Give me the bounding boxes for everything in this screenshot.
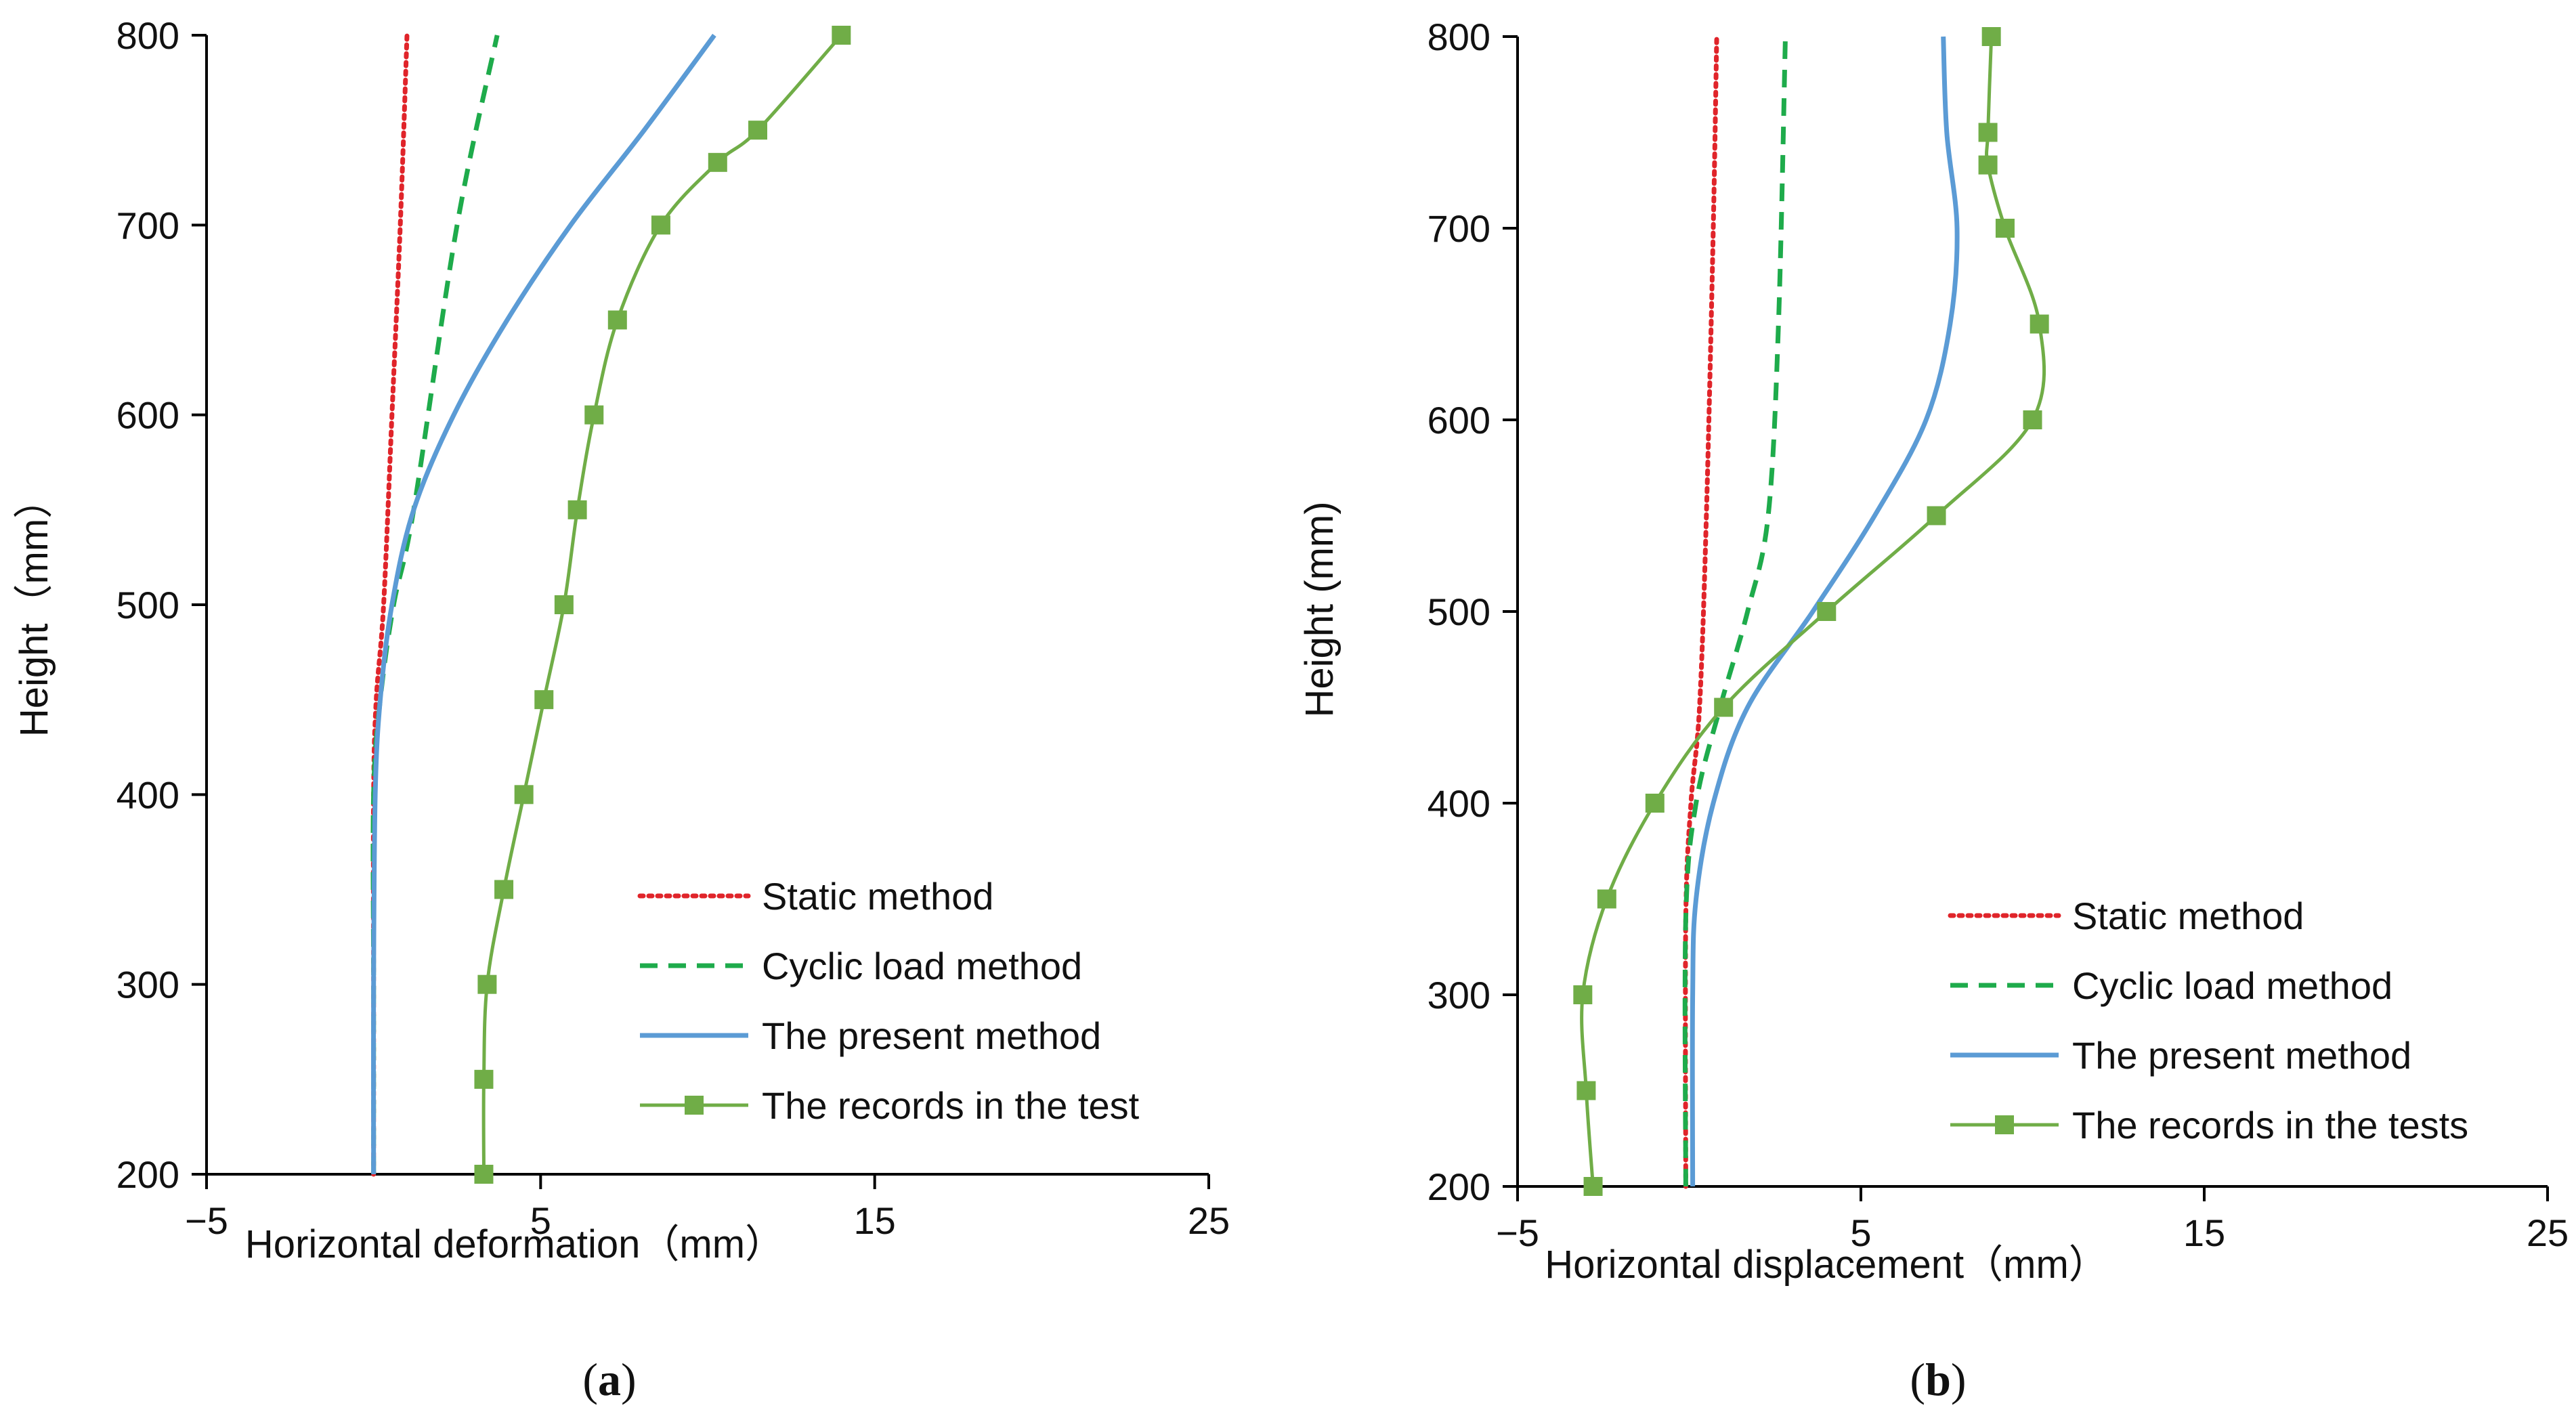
data-point-b bbox=[2023, 410, 2042, 429]
legend-item-a-2: Cyclic load method bbox=[640, 945, 1082, 987]
x-tick-label-b: 15 bbox=[2183, 1211, 2225, 1254]
data-point-a bbox=[567, 500, 587, 519]
legend-item-b-1: Static method bbox=[1948, 895, 2304, 937]
y-tick-label-b: 500 bbox=[1427, 591, 1490, 633]
plot-layer-a: 200 300 400 500 600 700 800 −5 5 15 25 Static metho… bbox=[116, 14, 1230, 1242]
data-point-b bbox=[1817, 602, 1837, 621]
legend-label-a-4: The records in the test bbox=[762, 1084, 1140, 1127]
data-point-b bbox=[1714, 698, 1734, 717]
data-point-b bbox=[1645, 794, 1665, 813]
data-point-a bbox=[554, 595, 574, 614]
data-point-b bbox=[1927, 506, 1946, 525]
data-point-b bbox=[1995, 219, 2015, 238]
data-point-a bbox=[607, 310, 627, 330]
data-point-b bbox=[1978, 155, 1998, 175]
y-tick-label-a: 400 bbox=[116, 773, 179, 816]
series-a-4 bbox=[474, 26, 851, 1184]
data-point-a bbox=[514, 785, 534, 804]
y-axis-title-a: Height（mm） bbox=[12, 479, 56, 737]
y-tick-label-a: 300 bbox=[116, 964, 179, 1006]
series-line-a-3 bbox=[371, 33, 716, 1175]
data-point-a bbox=[708, 152, 727, 172]
legend-item-a-3: The present method bbox=[640, 1014, 1101, 1057]
legend-label-a-1: Static method bbox=[762, 875, 993, 918]
caption-b: (b) bbox=[1910, 1354, 1966, 1405]
y-tick-label-b: 200 bbox=[1427, 1165, 1490, 1208]
legend-marker-a bbox=[685, 1096, 704, 1115]
legend-label-b-1: Static method bbox=[2072, 895, 2304, 937]
data-point-b bbox=[1981, 27, 2001, 46]
y-tick-label-a: 700 bbox=[116, 204, 179, 246]
x-axis-title-b: Horizontal displacement（mm） bbox=[1545, 1243, 2108, 1287]
data-point-a bbox=[534, 690, 554, 710]
series-a-3 bbox=[371, 33, 716, 1175]
y-tick-label-a: 200 bbox=[116, 1153, 179, 1196]
caption-a: (a) bbox=[582, 1354, 636, 1405]
series-line-b-3 bbox=[1690, 36, 1960, 1187]
data-point-a bbox=[651, 215, 670, 235]
y-tick-label-b: 700 bbox=[1427, 207, 1490, 250]
data-point-b bbox=[1583, 1177, 1603, 1196]
data-point-a bbox=[474, 1165, 494, 1184]
legend-item-b-2: Cyclic load method bbox=[1950, 964, 2392, 1007]
x-tick-label-b: −5 bbox=[1496, 1211, 1539, 1254]
legend-marker-b bbox=[1995, 1115, 2014, 1134]
y-tick-label-a: 600 bbox=[116, 394, 179, 437]
data-point-b bbox=[1573, 985, 1593, 1004]
data-point-a bbox=[494, 880, 514, 899]
data-point-b bbox=[1576, 1081, 1596, 1100]
y-tick-label-b: 600 bbox=[1427, 399, 1490, 442]
series-line-b-4 bbox=[1580, 36, 2046, 1187]
data-point-a bbox=[832, 26, 851, 45]
y-tick-label-b: 400 bbox=[1427, 782, 1490, 825]
x-tick-label-a: 25 bbox=[1188, 1199, 1230, 1242]
data-point-b bbox=[1597, 889, 1616, 909]
x-tick-label-b: 25 bbox=[2527, 1211, 2569, 1254]
legend-item-a-1: Static method bbox=[637, 875, 993, 918]
legend-item-b-4: The records in the tests bbox=[1950, 1104, 2468, 1146]
data-point-b bbox=[2030, 314, 2049, 334]
x-tick-label-a: −5 bbox=[185, 1199, 228, 1242]
caption-letter-b: b bbox=[1925, 1354, 1951, 1405]
series-b-4 bbox=[1573, 27, 2049, 1196]
y-axis-title-b: Height (mm) bbox=[1297, 501, 1341, 717]
y-tick-label-b: 300 bbox=[1427, 974, 1490, 1016]
x-axis-title-a: Horizontal deformation（mm） bbox=[245, 1222, 784, 1266]
x-tick-label-a: 5 bbox=[530, 1199, 551, 1242]
legend-label-b-4: The records in the tests bbox=[2072, 1104, 2468, 1146]
y-tick-label-b: 800 bbox=[1427, 16, 1490, 58]
data-point-a bbox=[477, 974, 497, 994]
data-point-a bbox=[748, 121, 767, 140]
data-point-a bbox=[474, 1069, 494, 1089]
x-tick-label-a: 15 bbox=[854, 1199, 896, 1242]
plot-layer-b: 200 300 400 500 600 700 800 −5 5 15 25 Static metho… bbox=[1427, 16, 2569, 1254]
legend-item-b-3: The present method bbox=[1950, 1034, 2411, 1077]
y-tick-label-a: 500 bbox=[116, 584, 179, 626]
legend-label-a-2: Cyclic load method bbox=[762, 945, 1082, 987]
caption-letter-a: a bbox=[598, 1354, 621, 1405]
legend-label-b-2: Cyclic load method bbox=[2072, 964, 2392, 1007]
series-line-b-2 bbox=[1682, 36, 1788, 1187]
legend-label-b-3: The present method bbox=[2072, 1034, 2411, 1077]
data-point-b bbox=[1978, 123, 1998, 142]
x-tick-label-b: 5 bbox=[1850, 1211, 1871, 1254]
chart-panel-b: 200 300 400 500 600 700 800 −5 5 15 25 Static metho… bbox=[1297, 16, 2569, 1405]
data-point-a bbox=[584, 405, 604, 425]
y-tick-label-a: 800 bbox=[116, 14, 179, 57]
series-b-2 bbox=[1682, 36, 1788, 1187]
series-b-3 bbox=[1690, 36, 1960, 1187]
chart-panel-a: 200 300 400 500 600 700 800 −5 5 15 25 Static metho… bbox=[12, 14, 1230, 1405]
legend-item-a-4: The records in the test bbox=[640, 1084, 1140, 1127]
legend-label-a-3: The present method bbox=[762, 1014, 1101, 1057]
